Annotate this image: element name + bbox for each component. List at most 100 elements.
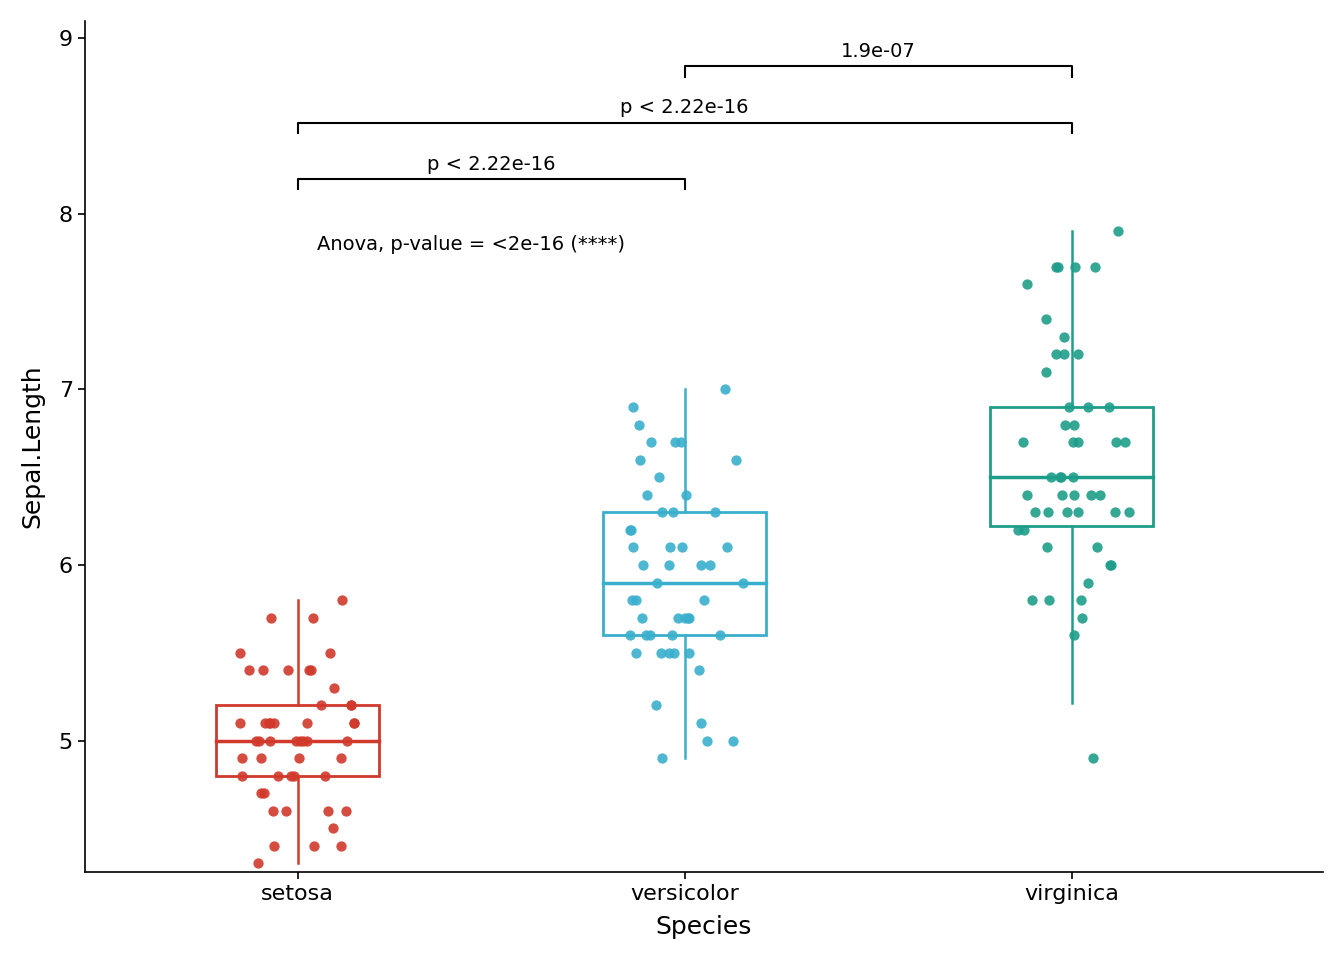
Point [324, 681, 345, 696]
Bar [216, 706, 379, 776]
Point [289, 732, 310, 748]
Point [1040, 469, 1062, 485]
Point [1099, 558, 1121, 573]
Point [622, 540, 644, 555]
Point [731, 575, 753, 590]
Point [669, 435, 691, 450]
Point [259, 732, 281, 748]
Point [320, 645, 341, 660]
Point [263, 838, 285, 853]
Point [1103, 505, 1125, 520]
Text: p < 2.22e-16: p < 2.22e-16 [427, 155, 555, 174]
Point [659, 540, 680, 555]
Point [640, 435, 661, 450]
Point [1107, 224, 1129, 239]
Point [340, 698, 362, 713]
Point [636, 628, 657, 643]
Point [1054, 347, 1075, 362]
Point [1067, 347, 1089, 362]
Point [284, 768, 305, 783]
Point [1035, 312, 1056, 327]
Point [689, 715, 711, 731]
Point [292, 732, 313, 748]
Point [637, 487, 659, 502]
Point [1016, 487, 1038, 502]
Point [638, 628, 660, 643]
Point [679, 610, 700, 625]
Point [1021, 592, 1043, 608]
Point [228, 715, 250, 731]
Point [1105, 435, 1126, 450]
Point [1063, 628, 1085, 643]
Point [267, 768, 289, 783]
Point [250, 751, 271, 766]
Point [300, 662, 321, 678]
Point [1035, 364, 1056, 379]
Bar [991, 407, 1153, 525]
Point [1056, 505, 1078, 520]
Point [1064, 259, 1086, 275]
Point [1047, 259, 1068, 275]
Point [1099, 558, 1121, 573]
Point [238, 662, 259, 678]
Point [1063, 417, 1085, 432]
Point [1086, 540, 1107, 555]
Point [646, 575, 668, 590]
Point [336, 732, 358, 748]
Point [699, 558, 720, 573]
Point [1054, 329, 1075, 345]
Point [1098, 399, 1120, 415]
Point [1067, 435, 1089, 450]
Point [276, 804, 297, 819]
Point [329, 838, 351, 853]
Point [1036, 540, 1058, 555]
Text: Anova, p-value = <2e-16 (****): Anova, p-value = <2e-16 (****) [317, 235, 625, 254]
X-axis label: Species: Species [656, 915, 753, 939]
Point [296, 715, 317, 731]
Point [1067, 505, 1089, 520]
Point [1039, 592, 1060, 608]
Point [677, 610, 699, 625]
Point [625, 645, 646, 660]
Point [1046, 259, 1067, 275]
Point [263, 715, 285, 731]
Point [317, 804, 339, 819]
Point [1070, 592, 1091, 608]
Point [1013, 522, 1035, 538]
Point [696, 732, 718, 748]
Point [659, 558, 680, 573]
Point [331, 592, 352, 608]
Point [251, 785, 273, 801]
Point [1016, 276, 1038, 292]
Text: 1.9e-07: 1.9e-07 [841, 42, 915, 61]
Point [231, 768, 253, 783]
Point [694, 592, 715, 608]
Point [280, 768, 301, 783]
Point [323, 821, 344, 836]
Point [621, 592, 642, 608]
Point [1024, 505, 1046, 520]
Point [710, 628, 731, 643]
Point [650, 645, 672, 660]
Point [691, 558, 712, 573]
Text: p < 2.22e-16: p < 2.22e-16 [621, 98, 749, 117]
Point [621, 522, 642, 538]
Point [1052, 487, 1074, 502]
Point [302, 610, 324, 625]
Point [1055, 417, 1077, 432]
Point [289, 751, 310, 766]
Point [259, 715, 281, 731]
Point [285, 732, 306, 748]
Point [629, 417, 650, 432]
Point [671, 540, 692, 555]
Point [645, 698, 667, 713]
Point [1071, 610, 1093, 625]
Point [258, 715, 280, 731]
Point [620, 522, 641, 538]
Point [675, 487, 696, 502]
Point [341, 698, 363, 713]
Point [1078, 575, 1099, 590]
Point [343, 715, 364, 731]
Point [1082, 751, 1103, 766]
Point [262, 804, 284, 819]
